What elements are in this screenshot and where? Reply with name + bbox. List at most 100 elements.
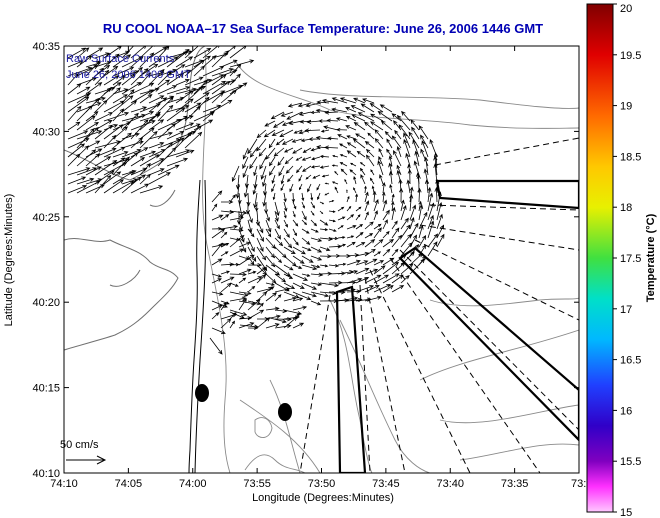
current-vector [256,138,267,152]
current-vector [339,162,348,167]
current-vector [289,183,294,193]
current-vector [148,158,165,167]
current-vector [346,189,348,194]
current-vector [409,217,415,230]
current-vector [247,237,255,253]
current-vector [247,210,253,224]
current-vector [193,48,212,59]
current-vector [382,248,391,257]
current-vector [292,147,303,154]
current-vector [67,185,88,194]
current-vector [427,186,432,203]
current-vector [271,183,276,193]
current-vector [328,200,335,203]
current-vector [148,79,171,95]
current-vector [274,287,291,293]
current-vector [436,191,442,212]
current-vector [229,248,245,257]
current-vector [275,138,285,146]
current-vector [184,76,204,86]
current-vector [247,285,256,293]
current-vector [301,219,308,226]
current-vector [328,236,339,241]
current-vector [220,301,227,311]
current-vector [229,63,242,77]
current-vector [238,228,245,243]
current-vector [85,166,102,176]
current-vector [339,97,357,104]
current-vector [76,93,90,104]
current-vector [238,241,251,248]
current-vector [409,234,417,248]
current-vector [283,246,296,255]
current-vector [364,239,376,248]
current-vector [283,228,290,238]
current-vector [256,246,267,261]
current-vector [220,318,232,329]
current-vector [377,160,384,176]
current-vector [310,201,315,209]
current-vector [298,174,303,182]
current-vector [283,264,294,271]
current-vector [202,66,225,77]
current-vector [369,102,384,113]
current-vector [243,183,249,198]
current-vector [265,219,272,233]
current-vector [283,201,288,212]
current-vector [291,138,303,143]
current-vector [319,254,332,259]
current-vector [238,254,255,266]
current-vector [350,105,366,113]
current-vector [401,110,411,122]
current-vector [399,187,404,203]
current-vector [265,237,276,250]
current-vector [355,285,375,293]
current-vector [262,192,267,207]
current-vector [139,185,164,194]
current-vector [274,210,279,222]
current-vector [391,227,400,239]
current-vector [364,200,370,212]
current-vector [331,181,339,185]
current-vector [229,216,244,221]
current-vector [148,68,165,86]
current-vector [337,225,344,230]
current-vector [418,200,422,212]
current-vector [139,63,159,77]
current-vector [421,140,429,158]
current-vector [211,228,226,239]
current-vector [312,174,321,179]
current-vector [405,152,411,167]
current-vector [409,243,420,257]
current-vector [274,294,282,302]
shore-outline [194,179,207,473]
current-vector [265,292,278,302]
current-vector [211,190,223,203]
current-vector [310,246,323,253]
current-vector [265,210,270,222]
current-vector [256,219,264,234]
current-vector [85,82,103,95]
current-vector [184,86,204,104]
current-vector [103,146,126,158]
current-vector [175,90,195,104]
current-vector [280,183,285,192]
current-vector [249,147,258,158]
current-vector [334,186,339,194]
current-vector [403,138,411,158]
current-vector [400,205,407,221]
current-vector [316,100,330,105]
current-vector [220,243,230,248]
current-vector [346,205,352,212]
current-vector [391,285,405,293]
current-vector [274,255,283,264]
current-vector [388,170,393,185]
current-vector [157,147,177,167]
current-vector [256,302,264,311]
current-vector [299,183,303,191]
current-vector [424,156,429,176]
current-vector [292,237,299,246]
current-vector [139,52,155,68]
current-vector [391,200,395,212]
current-vector [301,273,311,277]
